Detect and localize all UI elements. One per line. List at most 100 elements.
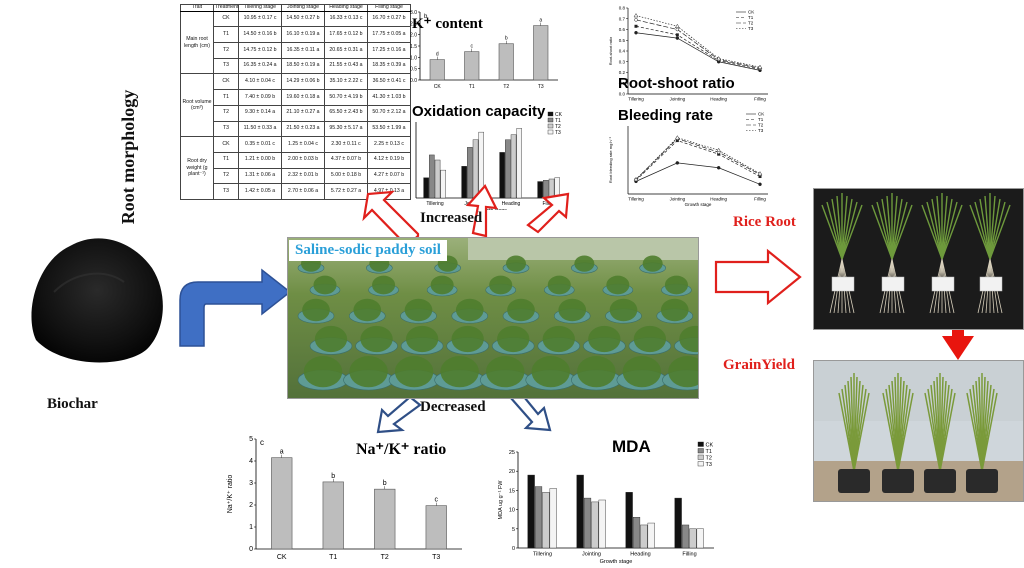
increased-label: Increased: [420, 210, 483, 226]
x-tick-label: Heading: [710, 97, 727, 102]
x-tick-label: CK: [434, 84, 442, 90]
chart-title: Root-shoot ratio: [618, 75, 735, 92]
data-point: [674, 23, 680, 29]
legend-label: T2: [555, 124, 561, 130]
soil-label: Saline-sodic paddy soil: [289, 240, 447, 261]
legend-swatch-t1: [697, 448, 704, 454]
bar-ck-filling: [537, 181, 543, 199]
legend-label: T1: [706, 449, 712, 455]
legend-label: T2: [748, 21, 754, 26]
bar-t2-heading: [640, 524, 648, 549]
legend-swatch-t3: [697, 461, 704, 467]
sample-tag: [831, 276, 855, 292]
na-k-chart: 0 1 2 3 4 5 a CK b T1 b T2 c T3 c Na⁺/K⁺ ratio Na⁺/K⁺ ra…: [227, 436, 462, 561]
rice-leaf: [989, 201, 1006, 260]
bar-t1-jointing: [467, 147, 473, 199]
data-point: [675, 161, 680, 165]
rice-plant: [588, 325, 621, 353]
legend-label: CK: [758, 112, 764, 117]
data-point: [758, 175, 762, 179]
table-cell: 5.72 ± 0.27 a: [324, 183, 368, 200]
rice-leaf: [989, 198, 1001, 260]
rice-leaf: [891, 201, 908, 260]
red-arrow-right: [526, 192, 570, 234]
rice-plant: [531, 356, 571, 388]
rice-plant: [394, 356, 434, 388]
legend-label: T1: [555, 118, 561, 124]
x-tick-label: Filling: [542, 201, 555, 207]
rice-plant: [506, 255, 526, 272]
rice-plant: [349, 356, 388, 388]
rice-stem: [853, 392, 870, 472]
rice-stem: [939, 392, 956, 472]
y-tick-label: 20: [509, 469, 515, 475]
y-tick-label: 0.1: [619, 81, 626, 86]
rice-leaf: [876, 201, 893, 260]
rice-leaf: [931, 198, 943, 260]
bar-ck-jointing: [576, 474, 584, 549]
y-axis-label: Root-shoot ratio: [608, 36, 613, 65]
y-axis-label: Na⁺/K⁺ ratio: [227, 475, 234, 514]
bar-t1-heading: [505, 139, 511, 199]
x-tick-label: Filling: [682, 552, 696, 558]
y-tick-label: 0.5: [619, 38, 626, 43]
rice-leaf: [881, 198, 893, 260]
legend-swatch-t3: [547, 129, 554, 135]
rice-plant: [642, 255, 663, 272]
panel-letter: b: [424, 14, 428, 20]
rice-leaf: [921, 204, 943, 260]
rice-leaf: [841, 195, 848, 260]
y-tick-label: 2: [249, 502, 253, 509]
y-tick-label: 0.4: [619, 49, 626, 54]
table-row: T3 11.50 ± 0.33 a 21.50 ± 0.23 a 95.30 ± 5.…: [181, 120, 411, 138]
rice-leaf: [841, 204, 863, 260]
y-tick-label: 0.7: [619, 16, 626, 21]
rice-plant: [660, 298, 689, 322]
legend-label: T3: [555, 130, 561, 136]
grain-yield-label: GrainYield: [723, 357, 795, 373]
rice-leaf: [826, 201, 843, 260]
rice-plant: [314, 325, 348, 353]
series-line-t2: [635, 19, 761, 69]
rice-root-photo: [813, 188, 1024, 330]
rice-leaf: [926, 201, 943, 260]
series-line-t1: [635, 25, 761, 70]
pot: [838, 469, 870, 493]
rice-stem: [981, 392, 998, 472]
y-tick-label: 0.5: [410, 67, 417, 73]
series-line-t2: [635, 138, 761, 180]
data-point: [716, 147, 722, 153]
rice-plant: [547, 275, 571, 295]
x-axis-label: Growth stage: [685, 202, 712, 207]
series-line-ck: [635, 162, 761, 185]
y-tick-label: 0.0: [619, 92, 626, 97]
root-morphology-table: Trait Treatment Tillering stage Jointing st…: [180, 4, 411, 200]
red-arrow-to-root: [714, 248, 802, 306]
y-tick-label: 0.6: [619, 27, 626, 32]
x-tick-label: T3: [432, 554, 440, 561]
rice-leaf: [841, 198, 853, 260]
bar-t2-tillering: [434, 159, 441, 199]
rice-plant: [609, 298, 638, 322]
y-tick-label: 1.5: [410, 44, 417, 50]
rice-plant: [313, 275, 337, 295]
rice-leaf: [941, 201, 958, 260]
bar-t2-tillering: [542, 492, 550, 549]
table-cell: 17.25 ± 0.16 a: [367, 42, 411, 59]
data-point: [634, 18, 638, 22]
data-point: [758, 182, 762, 187]
rice-leaf: [891, 204, 913, 260]
sample-tag: [881, 276, 905, 292]
blue-arrow-biochar: [179, 268, 292, 347]
root-shoot-chart: 0.0 0.1 0.2 0.3 0.4 0.5 0.6 0.7 0.8 Tillering Join…: [608, 6, 768, 102]
rice-plant: [664, 275, 688, 295]
rice-plant: [302, 298, 330, 322]
table-row: T2 14.75 ± 0.12 b 16.35 ± 0.11 a 20.65 ± 0.…: [181, 42, 411, 59]
data-point: [716, 166, 721, 170]
legend-label: T3: [758, 128, 764, 133]
bar-t1-filling: [681, 524, 690, 549]
chart-title: Na⁺/K⁺ ratio: [356, 441, 446, 458]
rice-root-label: Rice Root: [733, 214, 796, 230]
paddy-field-scene: [288, 238, 698, 398]
